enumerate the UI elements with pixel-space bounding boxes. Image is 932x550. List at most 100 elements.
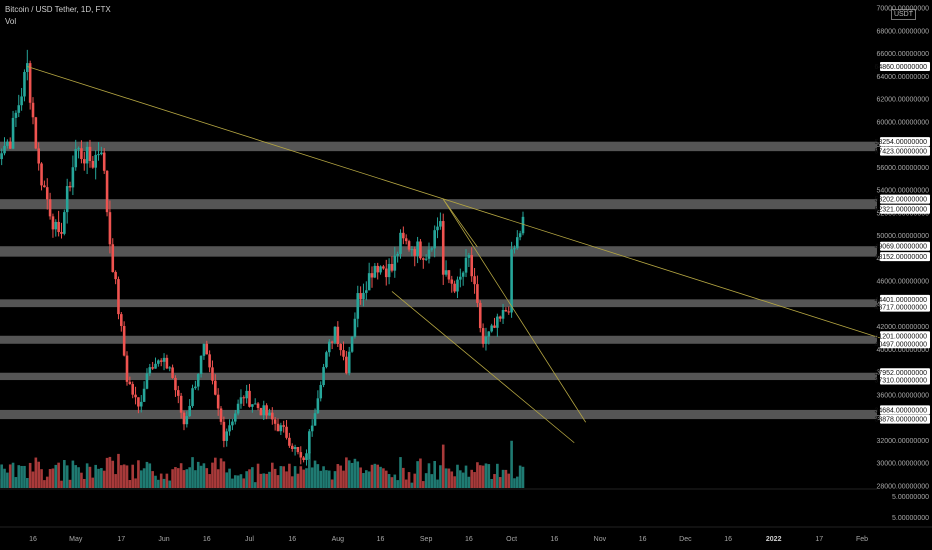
price-tick: 68000.00000000 xyxy=(876,28,929,35)
volume-bar xyxy=(325,470,328,488)
candle-body xyxy=(253,403,257,405)
candle-body xyxy=(402,232,405,239)
volume-bar xyxy=(60,480,63,488)
price-tick: 70000.00000000 xyxy=(876,6,929,13)
candle-body xyxy=(319,385,323,399)
volume-bar xyxy=(467,476,471,488)
candle-body xyxy=(26,63,29,72)
volume-bar xyxy=(427,463,431,488)
volume-bar xyxy=(456,464,459,488)
candle-body xyxy=(105,170,109,213)
candle-body xyxy=(484,336,488,344)
volume-bar xyxy=(342,470,345,488)
volume-bar xyxy=(461,472,465,488)
candle-body xyxy=(225,431,229,441)
currency-badge[interactable]: USDT xyxy=(890,9,916,20)
candle-body xyxy=(421,258,425,260)
volume-indicator-label[interactable]: Vol xyxy=(5,17,17,26)
candle-body xyxy=(168,367,172,369)
time-axis[interactable]: 16 May 17 Jun 16 Jul 16 Aug 16 Sep 16 Oct 16 Nov 16 Dec… xyxy=(29,536,868,543)
volume-bar xyxy=(157,479,160,488)
price-tick: 50000.00000000 xyxy=(876,233,929,240)
level-band-3 xyxy=(0,299,877,308)
volume-bar xyxy=(390,477,394,488)
candle-body xyxy=(242,397,246,399)
level-labels: 64860.00000000 58254.00000000 57423.000000… xyxy=(874,61,930,424)
candle-body xyxy=(496,316,499,328)
volume-bar xyxy=(225,472,229,488)
volume-bar xyxy=(410,482,414,488)
candle-body xyxy=(510,249,513,313)
trendlines xyxy=(27,66,888,444)
candle-body xyxy=(194,386,197,389)
price-tick: 56000.00000000 xyxy=(876,165,929,172)
candle-body xyxy=(108,212,112,245)
level-label-bg xyxy=(880,414,930,424)
level-label-bg xyxy=(880,61,930,71)
candle-body xyxy=(191,388,194,406)
volume-bar xyxy=(413,473,417,488)
volume-bar xyxy=(439,465,442,488)
volume-bar xyxy=(436,479,439,488)
candle-body xyxy=(379,266,382,273)
volume-bar xyxy=(159,473,163,488)
candle-body xyxy=(256,403,260,408)
volume-bar xyxy=(379,466,382,488)
volume-bar xyxy=(333,471,337,488)
candle-body xyxy=(102,152,106,171)
candle-body xyxy=(14,112,18,118)
volume-bar xyxy=(305,468,308,488)
candle-body xyxy=(185,416,189,425)
candle-body xyxy=(131,384,135,395)
candle-body xyxy=(162,357,166,362)
level-band-0 xyxy=(0,141,877,152)
volume-bar xyxy=(236,475,240,488)
time-tick: Jun xyxy=(158,536,169,543)
volume-bar xyxy=(174,467,177,488)
volume-bar xyxy=(447,468,451,488)
volume-bars xyxy=(0,440,525,488)
volume-bar xyxy=(356,461,360,488)
volume-bar xyxy=(421,481,425,488)
candle-body xyxy=(441,221,445,275)
trendline-3 xyxy=(442,198,478,248)
candle-body xyxy=(310,425,314,432)
candle-body xyxy=(470,254,474,277)
candle-body xyxy=(330,341,334,343)
volume-bar xyxy=(416,461,419,488)
volume-bar xyxy=(496,463,499,488)
level-label-bg xyxy=(880,302,930,312)
candle-body xyxy=(43,185,46,188)
candle-body xyxy=(188,405,191,417)
volume-bar xyxy=(43,480,46,488)
candle-body xyxy=(248,390,251,407)
level-label: 43717.00000000 xyxy=(874,305,927,312)
candle-body xyxy=(139,401,143,407)
candle-body xyxy=(459,276,462,280)
level-label: 44401.00000000 xyxy=(874,297,927,304)
volume-bar xyxy=(91,477,95,488)
level-band-4 xyxy=(0,335,877,344)
candle-body xyxy=(373,265,377,278)
candle-body xyxy=(157,360,160,364)
candle-body xyxy=(427,249,431,259)
volume-bar xyxy=(481,465,485,488)
volume-bar xyxy=(478,465,482,488)
candle-body xyxy=(481,328,485,344)
volume-bar xyxy=(134,478,137,488)
candle-body xyxy=(259,407,263,416)
candle-body xyxy=(322,367,325,386)
time-tick: 17 xyxy=(117,536,125,543)
candle-body xyxy=(450,279,454,284)
volume-bar xyxy=(313,460,317,488)
candle-body xyxy=(77,148,80,150)
candle-body xyxy=(179,395,183,413)
volume-bar xyxy=(365,470,368,488)
volume-bar xyxy=(282,466,285,488)
level-label: 37952.00000000 xyxy=(874,370,927,377)
candle-body xyxy=(236,403,240,414)
level-label: 34684.00000000 xyxy=(874,407,927,414)
candle-body xyxy=(299,452,303,458)
volume-bar xyxy=(336,464,340,488)
